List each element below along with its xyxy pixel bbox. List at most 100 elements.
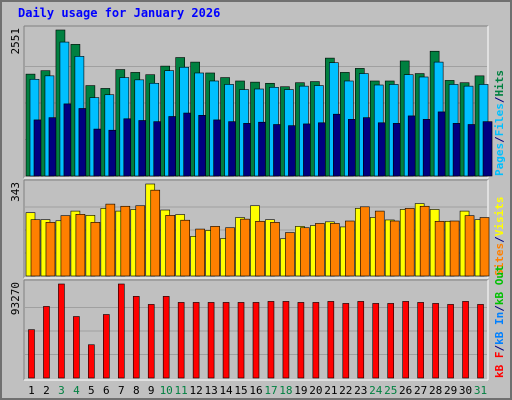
x-tick-label: 29 bbox=[444, 384, 457, 397]
bar-kb-f bbox=[162, 296, 170, 379]
bar-sites bbox=[404, 208, 415, 277]
bar-kb-f bbox=[327, 301, 335, 379]
y-max-label: 93270 bbox=[9, 282, 22, 315]
bar-sites bbox=[120, 205, 131, 277]
legend-entry: / bbox=[493, 136, 506, 143]
x-tick-label: 16 bbox=[249, 384, 262, 397]
legend-entry: Files bbox=[493, 103, 506, 136]
legend-entry: kB Out bbox=[493, 265, 506, 305]
bar-kb-f bbox=[477, 304, 484, 379]
bar-kb-f bbox=[267, 301, 275, 379]
x-tick-label: 4 bbox=[73, 384, 80, 397]
bar-sites bbox=[225, 227, 235, 277]
panel-visits-sites: 343 Sites/Visits bbox=[9, 179, 506, 279]
x-tick-label: 26 bbox=[399, 384, 412, 397]
bar-kb-f bbox=[402, 301, 409, 379]
legend-entry: kB In bbox=[493, 312, 506, 345]
x-tick-label: 15 bbox=[234, 384, 247, 397]
x-tick-label: 25 bbox=[384, 384, 397, 397]
bar-kb-f bbox=[73, 316, 80, 379]
bar-kb-f bbox=[432, 303, 439, 379]
bar-sites bbox=[374, 210, 385, 277]
series-legend: kB F/kB In/kB Out bbox=[493, 265, 506, 378]
bar-sites bbox=[60, 215, 71, 277]
bar-sites bbox=[285, 232, 295, 277]
bar-kb-f bbox=[462, 301, 469, 379]
bar-sites bbox=[90, 222, 101, 277]
bar-sites bbox=[419, 205, 430, 277]
x-tick-label: 31 bbox=[474, 384, 487, 397]
legend-entry: Pages bbox=[493, 143, 506, 176]
x-tick-label: 27 bbox=[414, 384, 427, 397]
x-tick-label: 22 bbox=[339, 384, 352, 397]
x-tick-label: 13 bbox=[204, 384, 217, 397]
x-tick-label: 9 bbox=[148, 384, 155, 397]
x-axis-labels: 1 2 3 4 5 6 7 8 9 10 11 12 13 14 15 16 17 18 19 20 21 22 23 24 2… bbox=[28, 384, 487, 397]
bar-sites bbox=[30, 219, 41, 277]
bar-kb-f bbox=[372, 303, 380, 379]
bar-sites bbox=[45, 222, 56, 277]
bar-kb-f bbox=[117, 283, 125, 379]
bar-kb-f bbox=[252, 302, 260, 379]
bar-kb-f bbox=[222, 302, 230, 379]
x-tick-label: 24 bbox=[369, 384, 383, 397]
bar-sites bbox=[270, 222, 280, 277]
bar-sites bbox=[135, 205, 146, 277]
bar-sites bbox=[240, 218, 250, 277]
legend-entry: Visits bbox=[493, 197, 506, 237]
x-tick-label: 8 bbox=[133, 384, 140, 397]
bar-kb-f bbox=[28, 329, 35, 379]
bar-sites bbox=[210, 226, 220, 277]
bar-sites bbox=[434, 220, 445, 277]
chart-title: Daily usage for January 2026 bbox=[18, 6, 220, 20]
x-tick-label: 7 bbox=[118, 384, 125, 397]
x-tick-label: 21 bbox=[324, 384, 337, 397]
bar-sites bbox=[449, 220, 460, 277]
x-tick-label: 23 bbox=[354, 384, 367, 397]
bar-sites bbox=[195, 228, 205, 277]
x-tick-label: 3 bbox=[58, 384, 65, 397]
bar-kb-f bbox=[88, 344, 95, 379]
legend-entry: Hits bbox=[493, 70, 506, 97]
x-tick-label: 18 bbox=[279, 384, 292, 397]
y-max-label: 343 bbox=[9, 182, 22, 202]
bar-kb-f bbox=[147, 304, 155, 379]
x-tick-label: 17 bbox=[264, 384, 277, 397]
x-tick-label: 30 bbox=[459, 384, 472, 397]
x-tick-label: 28 bbox=[429, 384, 442, 397]
x-tick-label: 14 bbox=[219, 384, 233, 397]
legend-entry: kB F bbox=[493, 352, 506, 379]
x-tick-label: 19 bbox=[294, 384, 307, 397]
x-tick-label: 20 bbox=[309, 384, 322, 397]
legend-entry: / bbox=[493, 305, 506, 312]
bar-kb-f bbox=[103, 314, 110, 379]
bar-kb-f bbox=[132, 296, 140, 379]
bar-sites bbox=[315, 223, 325, 277]
bar-kb-f bbox=[297, 302, 305, 379]
series-legend: Pages/Files/Hits bbox=[493, 70, 506, 176]
bar-kb-f bbox=[43, 306, 50, 379]
x-tick-label: 5 bbox=[88, 384, 95, 397]
chart-panels: 2551Pages/Files/Hits343Sites/Visits93270… bbox=[9, 25, 506, 381]
x-tick-label: 6 bbox=[103, 384, 110, 397]
bar-sites bbox=[180, 219, 190, 277]
bar-sites bbox=[300, 227, 310, 277]
bar-pages bbox=[482, 121, 493, 177]
bar-kb-f bbox=[387, 303, 395, 379]
bar-sites bbox=[464, 215, 475, 277]
bar-kb-f bbox=[342, 303, 350, 379]
bar-sites bbox=[389, 220, 400, 277]
x-tick-label: 10 bbox=[160, 384, 173, 397]
bar-kb-f bbox=[237, 302, 245, 379]
x-tick-label: 2 bbox=[43, 384, 50, 397]
bar-sites bbox=[75, 214, 86, 277]
series-legend: Sites/Visits bbox=[493, 197, 506, 277]
x-tick-label: 1 bbox=[28, 384, 35, 397]
bar-kb-f bbox=[282, 301, 290, 379]
bar-kb-f bbox=[58, 283, 65, 379]
bar-sites bbox=[345, 220, 355, 277]
